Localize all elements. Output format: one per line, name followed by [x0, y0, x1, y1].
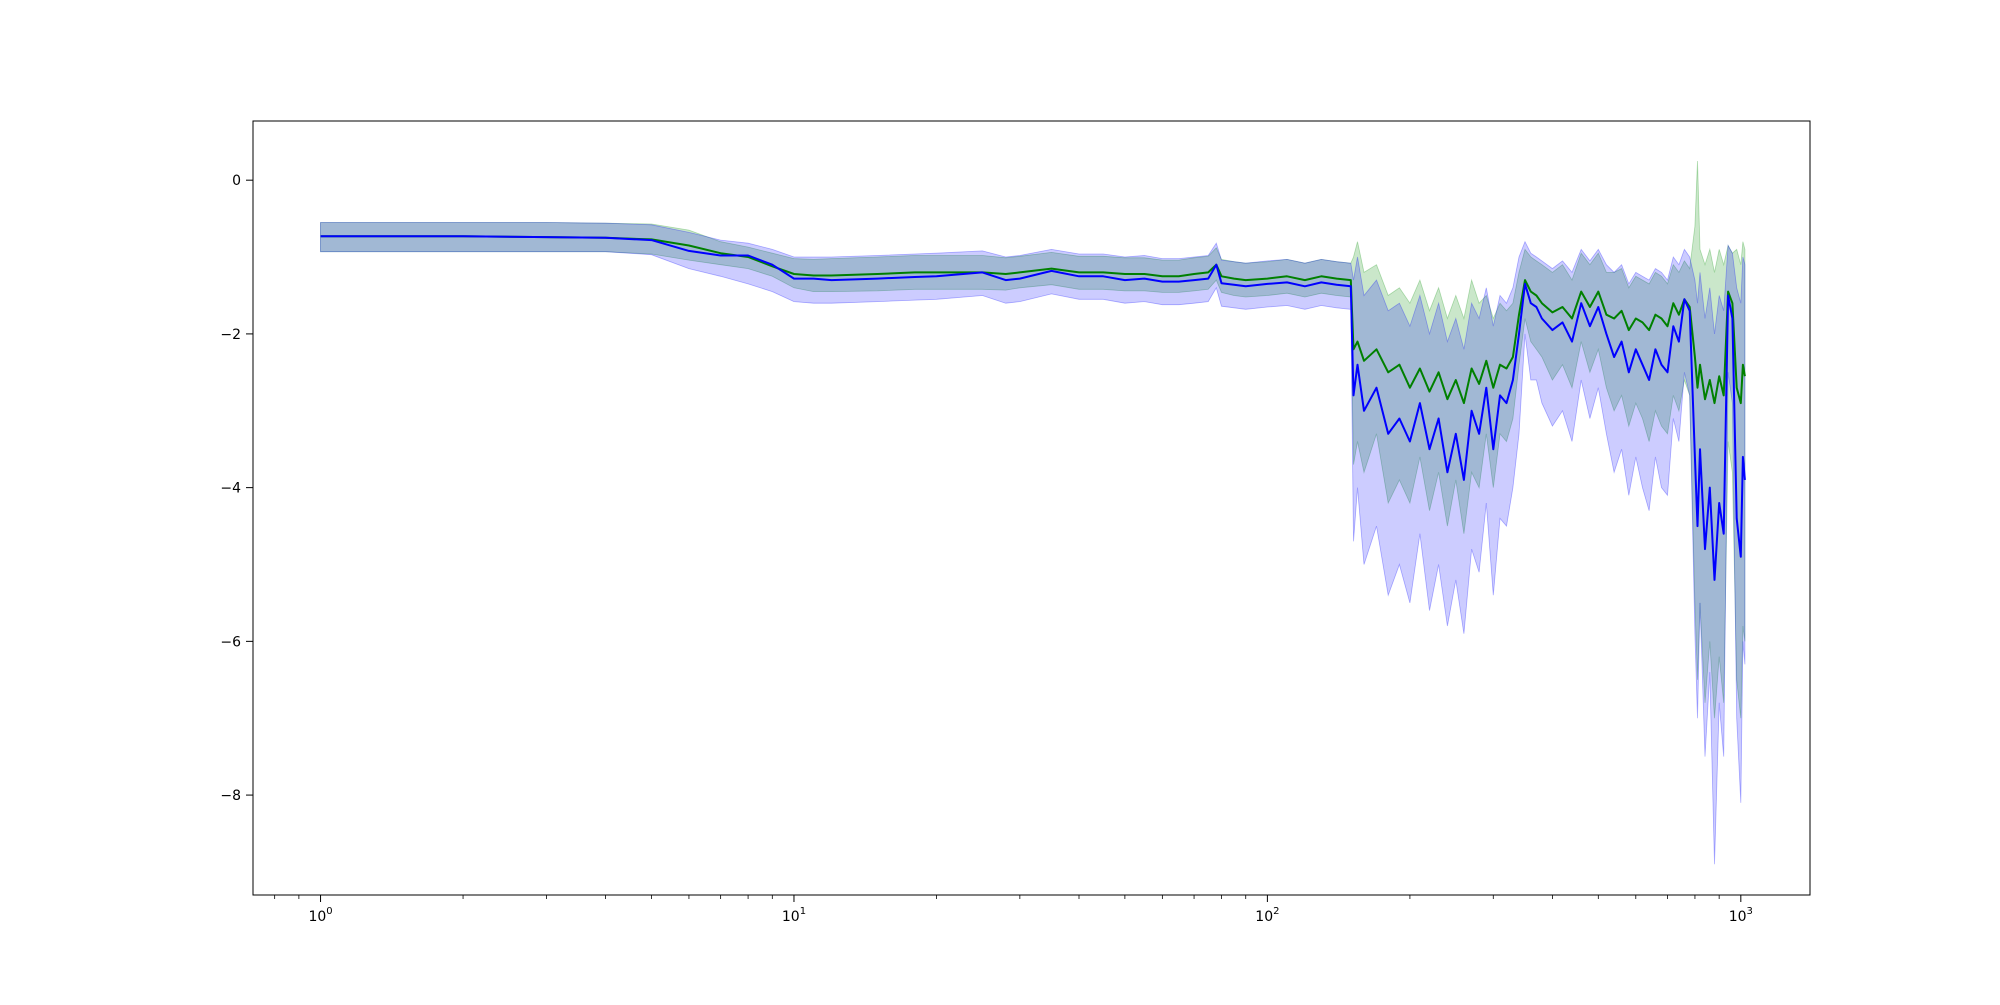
- confidence-bands: [320, 160, 1746, 865]
- x-tick-label-2: 102: [1255, 906, 1279, 925]
- x-tick-label-3: 103: [1729, 906, 1753, 925]
- series-0-line: [320, 235, 1746, 405]
- y-axis: 0 −2 −4 −6 −8: [220, 173, 253, 804]
- plot-area-frame: [252, 120, 1811, 896]
- x-tick-label-1: 101: [782, 906, 806, 925]
- y-tick-label-1: −2: [220, 327, 241, 343]
- series-0-band: [320, 160, 1746, 719]
- series-1-band: [320, 222, 1746, 865]
- y-tick-label-0: 0: [232, 173, 241, 189]
- x-tick-label-0: 100: [308, 906, 332, 925]
- y-tick-label-2: −4: [220, 481, 241, 497]
- series-lines: [320, 235, 1746, 581]
- x-axis: 100 101 102 103: [274, 895, 1753, 925]
- series-1-line: [320, 235, 1746, 581]
- y-tick-label-4: −8: [220, 788, 241, 804]
- y-tick-label-3: −6: [220, 634, 241, 650]
